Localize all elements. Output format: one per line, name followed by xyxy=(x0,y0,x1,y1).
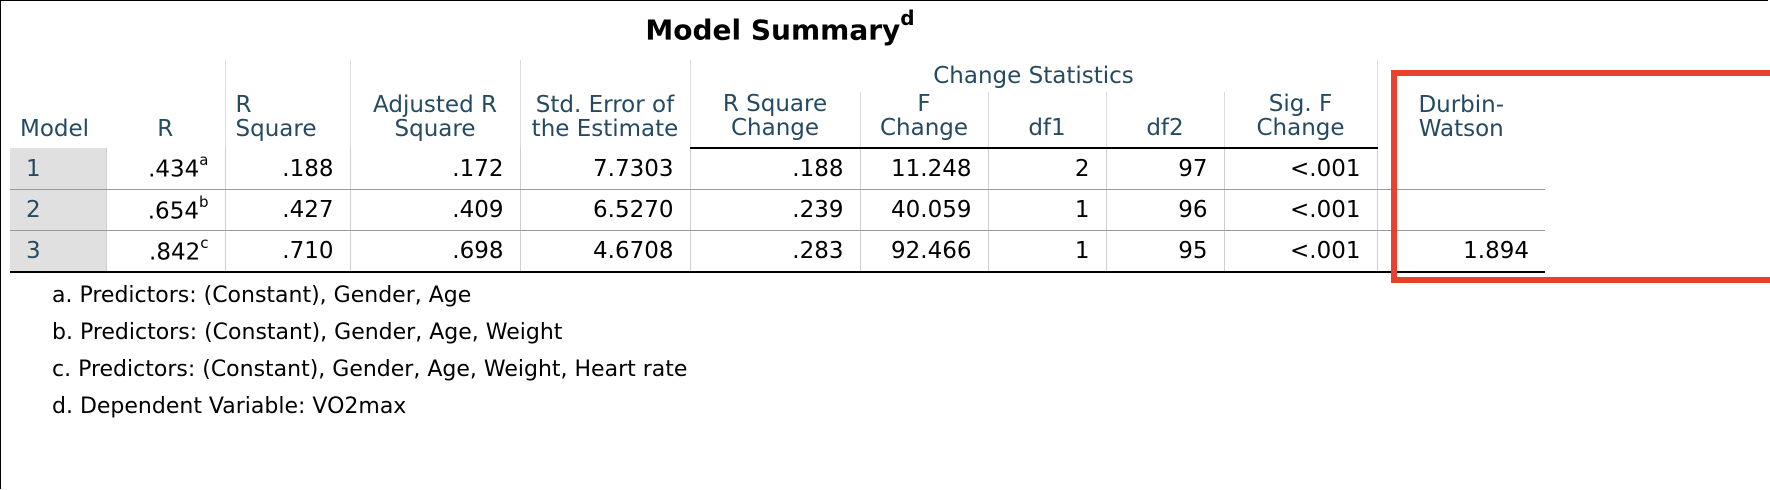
cell-sig-f-change: <.001 xyxy=(1223,189,1377,231)
cell-df2: 96 xyxy=(1105,189,1224,231)
header-r: R xyxy=(157,116,174,142)
cell-f-change: 11.248 xyxy=(859,148,988,190)
cell-sig-f-change: <.001 xyxy=(1223,230,1377,273)
header-model: Model xyxy=(20,116,90,142)
cell-r-square-change: .239 xyxy=(689,189,860,231)
cell-df2: 97 xyxy=(1105,148,1224,190)
header-df1: df1 xyxy=(987,92,1106,149)
table-row: 3 .842c .710 .698 4.6708 .283 92.466 1 9… xyxy=(10,230,1545,273)
header-r-square-change: R Square Change xyxy=(689,92,860,149)
cell-model: 3 xyxy=(10,230,106,273)
cell-durbin-watson xyxy=(1376,189,1545,231)
cell-r-square: .188 xyxy=(224,148,350,190)
cell-sig-f-change: <.001 xyxy=(1223,148,1377,190)
cell-adjusted-r-square: .409 xyxy=(349,189,520,231)
cell-r: .654b xyxy=(105,189,225,231)
header-change-statistics: Change Statistics xyxy=(689,60,1377,92)
cell-df1: 1 xyxy=(987,230,1106,273)
table-row: 1 .434a .188 .172 7.7303 .188 11.248 2 9… xyxy=(10,148,1545,190)
footnotes: a. Predictors: (Constant), Gender, Age b… xyxy=(52,282,687,430)
cell-r: .434a xyxy=(105,148,225,190)
cell-r-square: .427 xyxy=(224,189,350,231)
header-std-error: Std. Error of the Estimate xyxy=(519,60,690,148)
cell-f-change: 92.466 xyxy=(859,230,988,273)
cell-f-change: 40.059 xyxy=(859,189,988,231)
footnote: d. Dependent Variable: VO2max xyxy=(52,394,407,419)
cell-model: 2 xyxy=(10,189,106,231)
cell-std-error: 7.7303 xyxy=(519,148,690,190)
cell-df1: 2 xyxy=(987,148,1106,190)
cell-std-error: 4.6708 xyxy=(519,230,690,273)
table-row: 2 .654b .427 .409 6.5270 .239 40.059 1 9… xyxy=(10,189,1545,231)
durbin-watson-highlight-box xyxy=(1391,70,1770,283)
cell-model: 1 xyxy=(10,148,106,190)
header-sig-f-change: Sig. F Change xyxy=(1223,92,1377,149)
cell-r-square: .710 xyxy=(224,230,350,273)
cell-r-square-change: .283 xyxy=(689,230,860,273)
footnote: b. Predictors: (Constant), Gender, Age, … xyxy=(52,320,563,345)
cell-std-error: 6.5270 xyxy=(519,189,690,231)
table-title: Model Summaryd xyxy=(645,6,915,47)
header-df2: df2 xyxy=(1105,92,1224,149)
cell-df1: 1 xyxy=(987,189,1106,231)
model-summary-table: Model R R Square Adjusted R Square Std. … xyxy=(10,60,1545,273)
cell-r: .842c xyxy=(105,230,225,273)
cell-durbin-watson xyxy=(1376,148,1545,190)
cell-durbin-watson: 1.894 xyxy=(1376,230,1545,273)
header-adjusted-r-square: Adjusted R Square xyxy=(349,60,520,148)
footnote: a. Predictors: (Constant), Gender, Age xyxy=(52,283,472,308)
footnote: c. Predictors: (Constant), Gender, Age, … xyxy=(52,357,688,382)
header-r-square: R Square xyxy=(224,60,350,148)
cell-adjusted-r-square: .172 xyxy=(349,148,520,190)
cell-adjusted-r-square: .698 xyxy=(349,230,520,273)
header-f-change: F Change xyxy=(859,92,988,149)
cell-r-square-change: .188 xyxy=(689,148,860,190)
cell-df2: 95 xyxy=(1105,230,1224,273)
